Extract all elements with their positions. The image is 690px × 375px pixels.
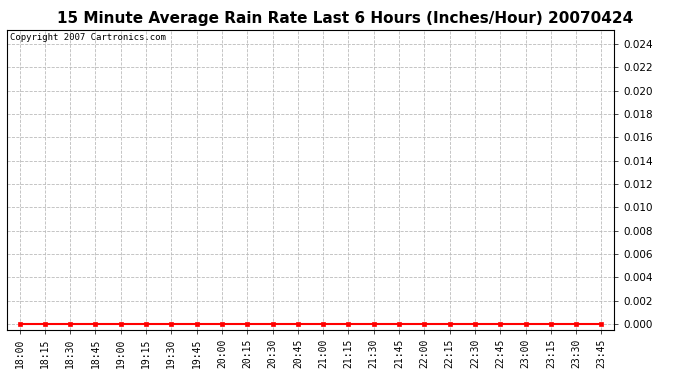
Text: Copyright 2007 Cartronics.com: Copyright 2007 Cartronics.com [10, 33, 166, 42]
Text: 15 Minute Average Rain Rate Last 6 Hours (Inches/Hour) 20070424: 15 Minute Average Rain Rate Last 6 Hours… [57, 11, 633, 26]
